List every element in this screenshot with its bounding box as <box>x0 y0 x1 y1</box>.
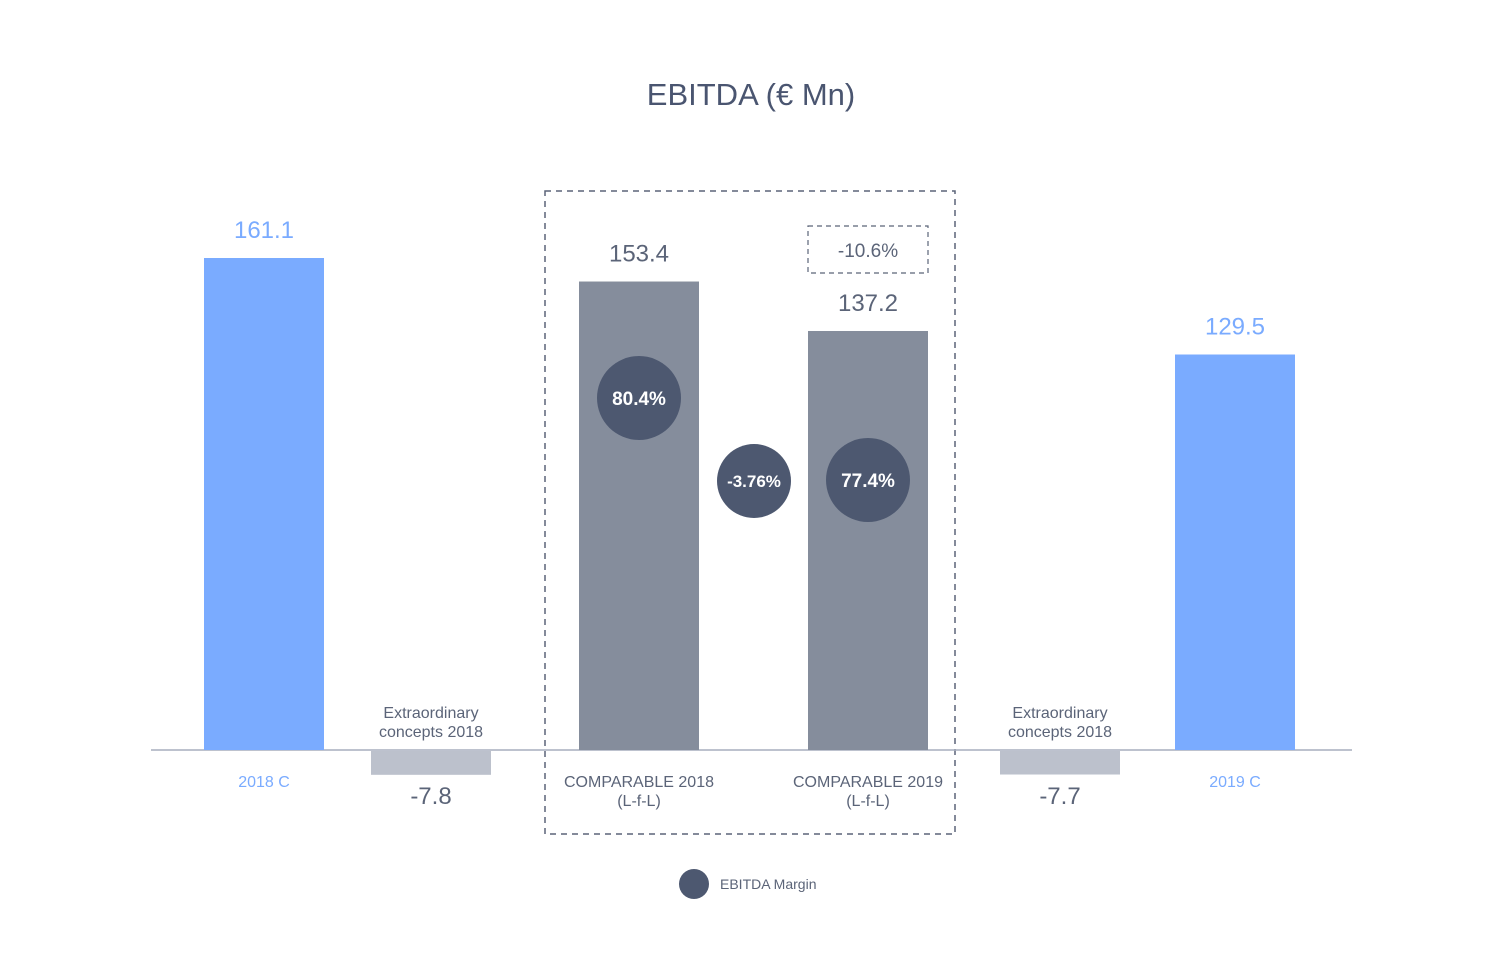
bar-1 <box>371 751 491 775</box>
comparable-change-box <box>807 225 929 274</box>
bar-4 <box>1000 751 1120 775</box>
margin-change-bubble <box>717 444 791 518</box>
bar-2 <box>579 281 699 750</box>
legend-label-0: EBITDA Margin <box>720 876 816 892</box>
category-label-4-1: concepts 2018 <box>1008 724 1112 741</box>
comparable-dashed-box <box>544 190 956 835</box>
bar-0 <box>204 258 324 750</box>
category-label-3-1: (L-f-L) <box>846 793 890 810</box>
category-label-2-0: COMPARABLE 2018 <box>564 774 714 791</box>
category-label-5-0: 2019 C <box>1209 774 1261 791</box>
value-label-1: -7.8 <box>410 783 451 810</box>
category-label-3-0: COMPARABLE 2019 <box>793 774 943 791</box>
category-label-1-0: Extraordinary <box>383 705 478 722</box>
value-label-0: 161.1 <box>234 217 294 244</box>
chart-title: EBITDA (€ Mn) <box>647 77 855 112</box>
bar-5 <box>1175 354 1295 750</box>
category-label-0-0: 2018 C <box>238 774 290 791</box>
value-label-2: 153.4 <box>609 241 669 268</box>
margin-label-0: 80.4% <box>612 389 666 410</box>
margin-bubble-1 <box>826 438 910 522</box>
margin-label-1: 77.4% <box>841 471 895 492</box>
comparable-change-label: -10.6% <box>838 241 898 262</box>
value-label-4: -7.7 <box>1039 783 1080 810</box>
category-label-4-0: Extraordinary <box>1012 705 1107 722</box>
value-label-3: 137.2 <box>838 290 898 317</box>
margin-bubble-0 <box>597 356 681 440</box>
category-label-2-1: (L-f-L) <box>617 793 661 810</box>
legend-marker-0 <box>679 869 709 899</box>
category-label-1-1: concepts 2018 <box>379 724 483 741</box>
legend: EBITDA Margin <box>679 869 816 899</box>
plot-area: 161.1 2018 C -7.8 Extraordinary concepts 201… <box>151 190 1352 835</box>
bar-3 <box>808 330 928 750</box>
value-label-5: 129.5 <box>1205 314 1265 341</box>
margin-change-label: -3.76% <box>727 472 781 491</box>
